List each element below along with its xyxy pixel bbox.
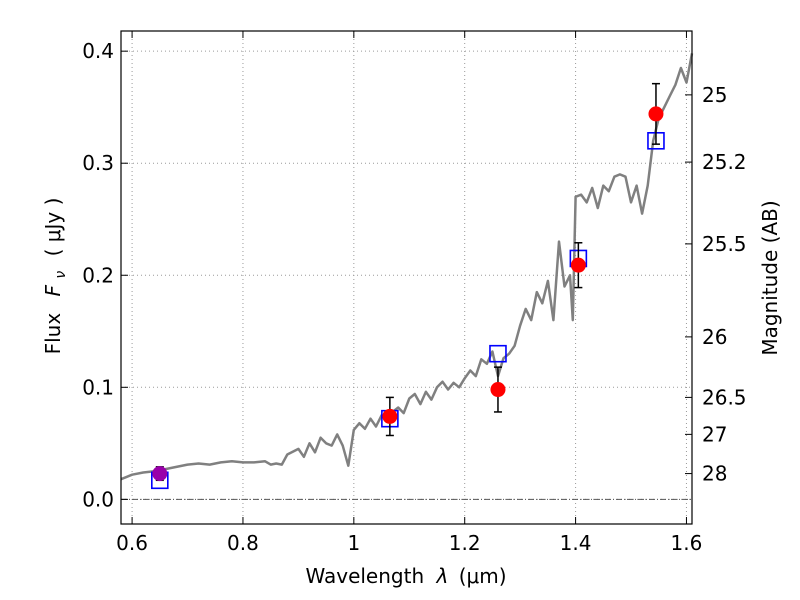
grid-layer [121,31,692,524]
x-tick-label: 1.6 [671,531,703,555]
x-axis-title-symbol: λ [436,564,449,588]
spectrum-line [120,53,694,481]
x-tick-label: 1.4 [560,531,592,555]
y2-tick-label: 25.2 [702,150,747,174]
y-axis-title: Flux F ν ( μJy ) [41,198,70,355]
observed-flux-point [382,408,398,424]
y-tick-label: 0.3 [82,151,114,175]
x-tick-label: 0.6 [116,531,148,555]
spectrum-layer [120,53,694,481]
x-tick-label: 1.2 [449,531,481,555]
y-tick-label: 0.2 [82,263,114,287]
observed-flux-point [152,466,168,482]
y-axis-title-symbol: F [41,284,65,296]
observed-flux-point [648,106,664,122]
x-tick-label: 0.8 [227,531,259,555]
y-tick-label: 0.1 [82,375,114,399]
x-tick-label: 1 [347,531,360,555]
model-photometry-marker [489,344,507,363]
y-tick-label: 0.4 [82,39,114,63]
x-axis-title-prefix: Wavelength [305,564,424,588]
y2-tick-label: 25 [702,83,727,107]
y-axis-title-unit: ( μJy ) [41,198,65,257]
y2-tick-label: 26.5 [702,385,747,409]
y-axis-title-subscript: ν [53,271,69,279]
ticks-layer: 0.6 0.8 1 1.2 1.4 1.6 0.0 0.1 0.2 0.3 0.4 25 25.2 25.… [82,31,747,555]
y-tick-label: 0.0 [82,487,114,511]
x-axis-title-unit: (μm) [459,564,507,588]
secondary-y-axis-title: Magnitude (AB) [758,200,782,355]
y2-tick-label: 28 [702,462,727,486]
y2-tick-label: 27 [702,422,727,446]
y2-tick-label: 25.5 [702,232,747,256]
plot-frame [120,30,693,525]
observed-flux-point [490,382,506,398]
observed-flux-point [570,257,586,273]
x-axis-title: Wavelength λ (μm) [305,564,506,588]
points-layer [151,82,665,490]
y2-tick-label: 26 [702,325,727,349]
y-axis-title-prefix: Flux [41,313,65,355]
